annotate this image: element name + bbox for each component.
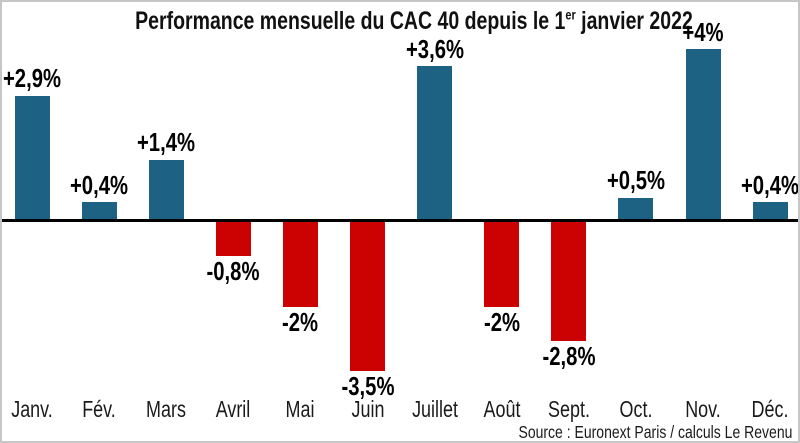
value-label-fev: +0,4% — [70, 169, 129, 200]
bar-fev — [81, 202, 117, 219]
value-label-oct: +0,5% — [606, 165, 665, 196]
bar-oct — [618, 197, 654, 219]
bar-juin — [350, 222, 385, 371]
value-label-janv: +2,9% — [2, 63, 62, 94]
value-label-nov: +4% — [682, 16, 724, 47]
bar-mars — [148, 159, 184, 219]
month-label-mars: Mars — [146, 396, 187, 422]
month-label-mai: Mai — [285, 396, 315, 422]
month-label-juin: Juin — [351, 396, 384, 422]
month-label-sept: Sept. — [547, 396, 590, 422]
chart-title-suffix: janvier 2022 — [575, 7, 693, 35]
bar-aout — [484, 222, 520, 307]
value-label-avril: -0,8% — [206, 256, 260, 286]
month-label-juillet: Juillet — [411, 396, 458, 422]
bar-avril — [215, 222, 251, 256]
month-label-janv: Janv. — [11, 396, 53, 422]
chart-title-prefix: Performance mensuelle du CAC 40 depuis l… — [135, 7, 566, 35]
zero-axis-line — [2, 219, 798, 222]
value-label-mars: +1,4% — [137, 127, 196, 158]
bar-juillet — [417, 66, 453, 219]
value-label-sept: -2,8% — [542, 341, 596, 371]
bar-mai — [282, 222, 318, 307]
value-label-dec: +0,4% — [741, 169, 800, 200]
bar-sept — [551, 222, 587, 341]
source-credit: Source : Euronext Paris / calculs Le Rev… — [518, 422, 792, 442]
bar-nov — [685, 49, 721, 219]
value-label-aout: -2% — [483, 307, 520, 337]
bar-janv — [14, 95, 50, 219]
month-label-nov: Nov. — [685, 396, 721, 422]
chart-title: Performance mensuelle du CAC 40 depuis l… — [104, 7, 725, 36]
value-label-juin: -3,5% — [341, 370, 394, 401]
month-label-fev: Fév. — [82, 396, 116, 422]
month-label-aout: Août — [483, 396, 521, 422]
month-label-dec: Déc. — [751, 396, 789, 422]
chart-title-superscript: er — [565, 6, 576, 23]
month-label-oct: Oct. — [619, 396, 653, 422]
value-label-mai: -2% — [282, 307, 319, 337]
month-label-avril: Avril — [216, 396, 251, 422]
bar-dec — [752, 202, 788, 219]
value-label-juillet: +3,6% — [405, 33, 464, 64]
